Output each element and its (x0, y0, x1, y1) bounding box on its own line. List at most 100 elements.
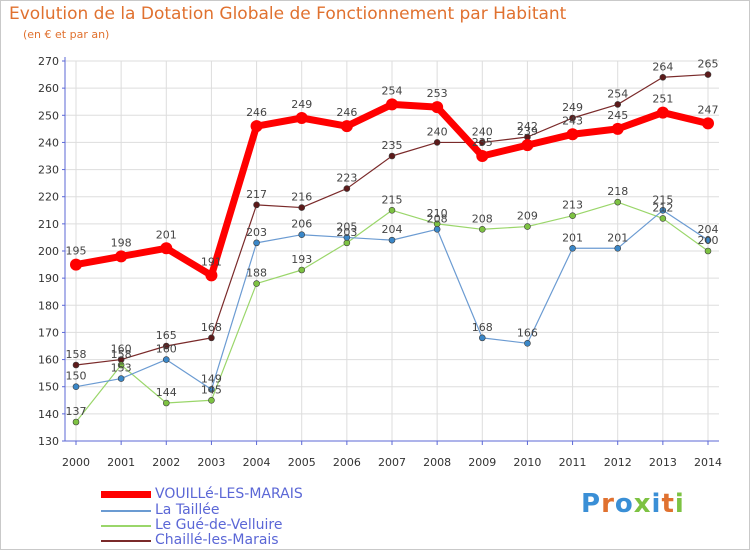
data-label: 210 (427, 207, 448, 220)
data-point (659, 206, 667, 214)
y-tick-label: 160 (38, 354, 59, 367)
logo-letter: o (614, 489, 634, 519)
data-point (704, 236, 712, 244)
data-point (250, 120, 263, 133)
data-label: 145 (201, 383, 222, 396)
data-point (295, 112, 308, 124)
data-point (702, 117, 714, 130)
data-point (253, 201, 260, 209)
data-point (205, 269, 218, 282)
data-label: 249 (562, 101, 583, 114)
data-point (478, 225, 486, 233)
y-tick-label: 170 (38, 326, 59, 339)
data-point (72, 383, 80, 391)
data-label: 198 (111, 236, 132, 249)
data-label: 240 (427, 125, 448, 138)
data-point (704, 71, 712, 78)
data-label: 166 (517, 326, 538, 339)
data-label: 160 (111, 343, 132, 356)
data-label: 204 (698, 223, 719, 236)
data-label: 265 (698, 58, 719, 71)
data-point (659, 215, 667, 222)
data-label: 240 (472, 125, 493, 138)
x-tick-label: 2011 (559, 456, 587, 469)
x-tick-label: 2005 (288, 456, 316, 469)
data-point (208, 386, 215, 393)
x-tick-label: 2013 (649, 456, 677, 469)
data-point (70, 258, 82, 271)
data-label: 243 (562, 114, 583, 127)
data-point (659, 73, 667, 81)
x-tick-label: 2004 (243, 456, 271, 469)
data-point (614, 101, 622, 108)
data-label: 158 (111, 348, 132, 361)
chart-subtitle: (en € et par an) (23, 28, 110, 41)
data-label: 254 (607, 87, 628, 100)
data-label: 208 (427, 212, 448, 225)
x-tick-label: 2001 (107, 456, 135, 469)
logo-letter: x (633, 489, 652, 519)
x-tick-label: 2014 (694, 456, 722, 469)
legend-swatch-la-taillee (101, 510, 151, 512)
y-tick-label: 180 (38, 299, 59, 312)
data-label: 144 (156, 386, 177, 399)
legend-label-la-taillee: La Taillée (155, 502, 220, 518)
data-point (298, 204, 306, 211)
data-point (298, 231, 306, 239)
y-tick-label: 140 (38, 408, 59, 421)
data-label: 218 (607, 185, 628, 198)
y-tick-label: 200 (38, 245, 59, 258)
data-point (343, 239, 351, 247)
data-point (162, 342, 170, 350)
data-label: 200 (698, 234, 719, 247)
x-tick-label: 2009 (468, 456, 496, 469)
data-label: 247 (698, 103, 719, 116)
data-point (478, 334, 486, 342)
logo-letter: i (674, 489, 685, 519)
data-label: 246 (336, 106, 357, 119)
chart-title: Evolution de la Dotation Globale de Fonc… (9, 4, 567, 24)
data-label: 160 (156, 343, 177, 356)
data-label: 204 (382, 223, 403, 236)
data-label: 158 (66, 348, 87, 361)
data-point (569, 114, 576, 122)
data-label: 242 (517, 120, 538, 133)
data-label: 193 (291, 253, 312, 266)
data-label: 188 (246, 267, 267, 280)
data-label: 216 (291, 191, 312, 204)
data-label: 223 (336, 172, 357, 185)
y-tick-label: 190 (38, 272, 59, 285)
data-label: 217 (246, 188, 267, 201)
data-point (117, 375, 125, 382)
data-label: 153 (111, 362, 132, 375)
logo-letter: t (661, 489, 675, 519)
x-tick-label: 2008 (423, 456, 451, 469)
x-tick-label: 2010 (513, 456, 541, 469)
data-point (566, 128, 579, 141)
y-tick-label: 240 (38, 136, 59, 149)
data-point (117, 361, 125, 369)
data-label: 150 (66, 370, 87, 383)
data-point (386, 98, 398, 111)
data-point (340, 120, 353, 133)
data-point (162, 399, 170, 407)
data-label: 168 (472, 321, 493, 334)
data-label: 239 (517, 125, 538, 138)
data-point (160, 242, 173, 255)
data-point (433, 139, 441, 146)
x-tick-label: 2006 (333, 456, 361, 469)
data-label: 165 (156, 329, 177, 342)
data-label: 203 (246, 226, 267, 239)
data-point (524, 223, 531, 230)
logo-letter: r (601, 489, 615, 519)
data-point (208, 334, 215, 342)
data-point (388, 236, 396, 244)
data-point (569, 244, 576, 252)
logo-letter: P (581, 489, 602, 519)
data-label: 191 (201, 255, 222, 268)
x-tick-label: 2007 (378, 456, 406, 469)
data-point (253, 280, 260, 287)
data-label: 253 (427, 87, 448, 100)
logo-letter: i (651, 489, 662, 519)
